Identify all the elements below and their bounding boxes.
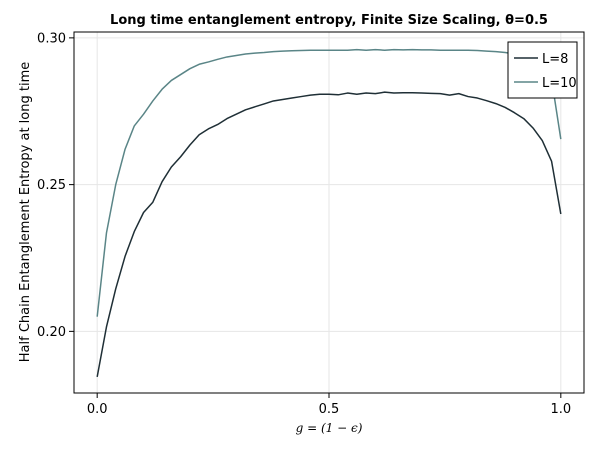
x-tick-label: 0.0 [87, 402, 108, 417]
y-axis-label: Half Chain Entanglement Entropy at long … [18, 62, 33, 362]
series-line-l8 [96, 91, 562, 377]
legend-box [507, 41, 578, 99]
y-tick-label: 0.20 [37, 325, 66, 340]
series-lines [96, 48, 562, 377]
legend-label-l8: L=8 [542, 52, 568, 67]
series-line-l10 [96, 48, 562, 317]
legend: L=8 L=10 [507, 41, 578, 99]
axis-ticks: 0.0 0.5 1.0 0.20 0.25 0.30 [37, 31, 571, 417]
x-tick-label: 0.5 [319, 402, 340, 417]
y-tick-label: 0.30 [37, 31, 66, 46]
x-axis-label: g = (1 − ϵ) [296, 421, 363, 435]
chart-title: Long time entanglement entropy, Finite S… [110, 13, 548, 28]
y-tick-label: 0.25 [37, 178, 66, 193]
x-tick-label: 1.0 [550, 402, 571, 417]
legend-label-l10: L=10 [542, 76, 577, 91]
